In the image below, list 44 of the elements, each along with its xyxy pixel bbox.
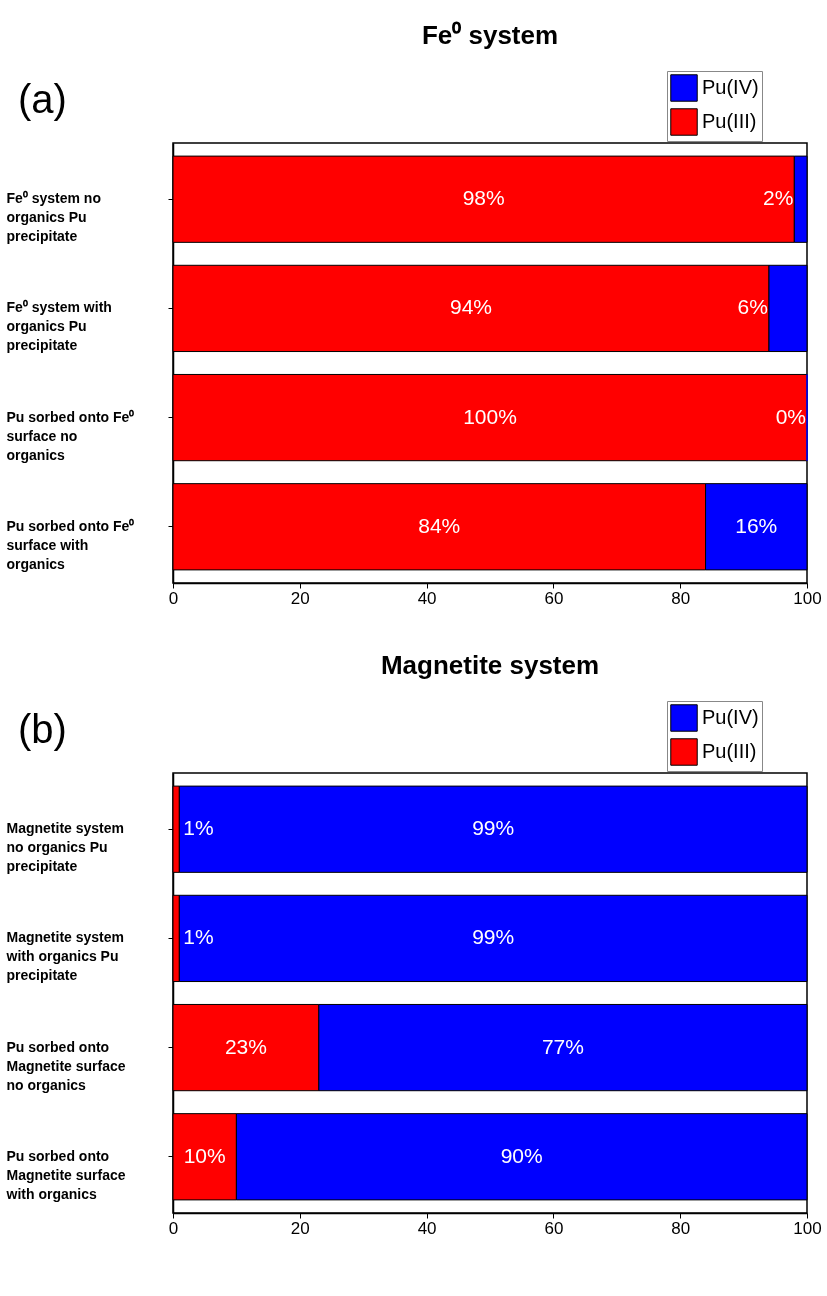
legend-label: Pu(III) (702, 110, 757, 132)
legend-label: Pu(IV) (702, 706, 759, 728)
text: (a) (18, 77, 67, 121)
y-tick-label: Fe⁰ system no organics Pu precipitate (6, 190, 101, 245)
data-label: 10% (183, 1143, 226, 1167)
x-tick-label: 100 (793, 1218, 822, 1238)
text: (b) (18, 707, 67, 751)
legend-label: Pu(III) (702, 740, 757, 762)
data-label: 16% (735, 513, 778, 537)
x-tick-label: 60 (544, 588, 564, 608)
data-label: 99% (472, 925, 515, 949)
x-tick-label: 0 (168, 588, 179, 608)
y-tick-label: Pu sorbed onto Fe⁰ surface with organics (6, 517, 135, 572)
x-tick-label: 40 (417, 588, 437, 608)
x-tick-label: 80 (671, 1218, 691, 1238)
y-tick-label: Magnetite system with organics Pu precipitate (5, 929, 124, 984)
data-label: 77% (541, 1034, 584, 1058)
data-label: 0% (775, 404, 806, 428)
data-label: 1% (183, 925, 214, 949)
data-label: 94% (449, 295, 492, 319)
data-label: 99% (472, 816, 515, 840)
x-tick-label: 60 (544, 1218, 564, 1238)
data-label: 6% (737, 295, 768, 319)
x-tick-label: 80 (671, 588, 691, 608)
x-tick-label: 100 (793, 588, 822, 608)
y-tick-label: Pu sorbed onto Magnetite surface no organics (6, 1038, 126, 1093)
data-label: 1% (183, 816, 214, 840)
legend-label: Pu(IV) (702, 76, 759, 98)
data-label: 100% (463, 404, 517, 428)
x-tick-label: 20 (290, 588, 310, 608)
data-label: 90% (500, 1143, 543, 1167)
x-tick-label: 0 (168, 1218, 179, 1238)
y-tick-label: Pu sorbed onto Magnetite surface with organics (5, 1147, 126, 1202)
y-tick-label: Pu sorbed onto Fe⁰ surface no organics (6, 408, 135, 463)
data-label: 84% (418, 513, 461, 537)
x-tick-label: 40 (417, 1218, 437, 1238)
data-label: 98% (462, 186, 505, 210)
data-label: 23% (224, 1034, 267, 1058)
y-tick-label: Fe⁰ system with organics Pu precipitate (6, 299, 112, 354)
data-label: 2% (762, 186, 794, 210)
y-tick-label: Magnetite system no organics Pu precipitate (6, 820, 124, 875)
x-tick-label: 20 (290, 1218, 310, 1238)
chart-title: Magnetite system (380, 649, 600, 680)
chart-title: Fe⁰ system (421, 19, 559, 50)
